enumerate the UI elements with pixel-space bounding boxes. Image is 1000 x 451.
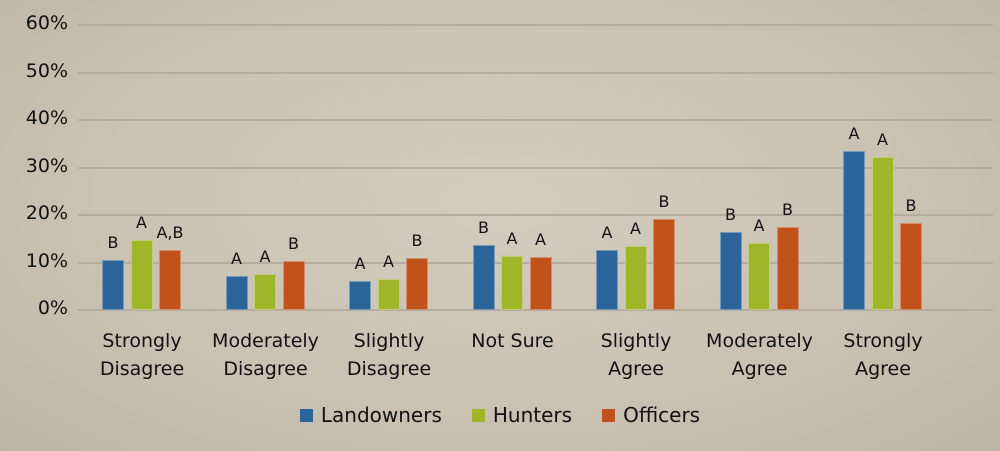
significance-label: A — [753, 216, 765, 236]
significance-label: B — [478, 217, 489, 237]
bar-hunters — [130, 240, 153, 310]
x-axis-label: Strongly Disagree — [99, 330, 185, 380]
significance-label: B — [658, 191, 670, 211]
bar-officers — [406, 257, 428, 310]
y-tick-label: 20% — [25, 202, 68, 224]
x-axis-label: Slightly Disagree — [346, 330, 432, 380]
significance-label: B — [905, 196, 917, 216]
gridline — [78, 119, 993, 121]
significance-label: A — [136, 213, 147, 233]
significance-label: A — [877, 130, 888, 150]
bar-hunters — [871, 157, 894, 310]
bar-landowners — [102, 260, 124, 310]
bar-hunters — [377, 279, 400, 310]
legend-label: Hunters — [492, 403, 573, 427]
legend-label: Landowners — [320, 403, 442, 427]
y-tick-label: 10% — [25, 249, 68, 272]
legend-swatch-icon — [299, 408, 313, 422]
x-axis-label: Slightly Agree — [600, 330, 672, 380]
bar-landowners — [225, 275, 248, 310]
legend-swatch-icon — [471, 408, 485, 422]
legend-label: Officers — [623, 403, 701, 427]
significance-label: B — [411, 230, 423, 250]
significance-label: B — [782, 199, 793, 219]
gridline — [78, 214, 993, 216]
bar-officers — [529, 256, 552, 310]
bar-landowners — [349, 281, 371, 310]
x-axis-label: Not Sure — [471, 330, 554, 352]
legend: Landowners Hunters Officers — [0, 403, 1000, 427]
significance-label: B — [288, 234, 299, 254]
x-axis-label: Strongly Agree — [843, 330, 923, 380]
significance-label: A — [848, 123, 860, 143]
significance-label: A — [354, 254, 366, 274]
significance-label: B — [725, 205, 736, 225]
significance-label: A — [231, 248, 242, 268]
legend-item-officers: Officers — [602, 403, 700, 427]
significance-label: A — [259, 246, 271, 266]
bar-officers — [159, 250, 181, 310]
bar-landowners — [843, 150, 865, 310]
y-tick-label: 40% — [25, 107, 68, 129]
gridline — [78, 71, 993, 74]
bar-officers — [282, 261, 305, 310]
significance-label: A — [506, 228, 518, 248]
bar-landowners — [719, 232, 742, 310]
significance-label: A — [630, 218, 641, 238]
y-tick-label: 0% — [37, 297, 68, 319]
bar-officers — [653, 218, 675, 310]
significance-label: A — [601, 223, 613, 243]
significance-label: A — [383, 252, 394, 272]
gridline — [78, 24, 993, 26]
significance-label: A — [535, 229, 546, 249]
legend-swatch-icon — [602, 408, 616, 422]
x-axis-label: Moderately Disagree — [212, 330, 319, 380]
bar-landowners — [596, 250, 618, 310]
bar-hunters — [624, 245, 647, 310]
gridline — [78, 166, 993, 169]
gridline — [78, 309, 993, 311]
significance-label: B — [107, 233, 119, 253]
bar-officers — [900, 223, 922, 310]
y-tick-label: 30% — [25, 154, 68, 177]
bar-hunters — [748, 243, 770, 310]
y-tick-label: 50% — [25, 59, 68, 82]
y-tick-label: 60% — [25, 12, 68, 34]
bar-landowners — [472, 244, 495, 310]
bar-hunters — [254, 273, 276, 310]
significance-label: A,B — [156, 223, 184, 243]
x-axis-label: Moderately Agree — [706, 330, 813, 380]
legend-item-landowners: Landowners — [299, 403, 442, 427]
bar-officers — [776, 226, 799, 310]
legend-item-hunters: Hunters — [471, 403, 573, 427]
bar-hunters — [501, 255, 523, 310]
